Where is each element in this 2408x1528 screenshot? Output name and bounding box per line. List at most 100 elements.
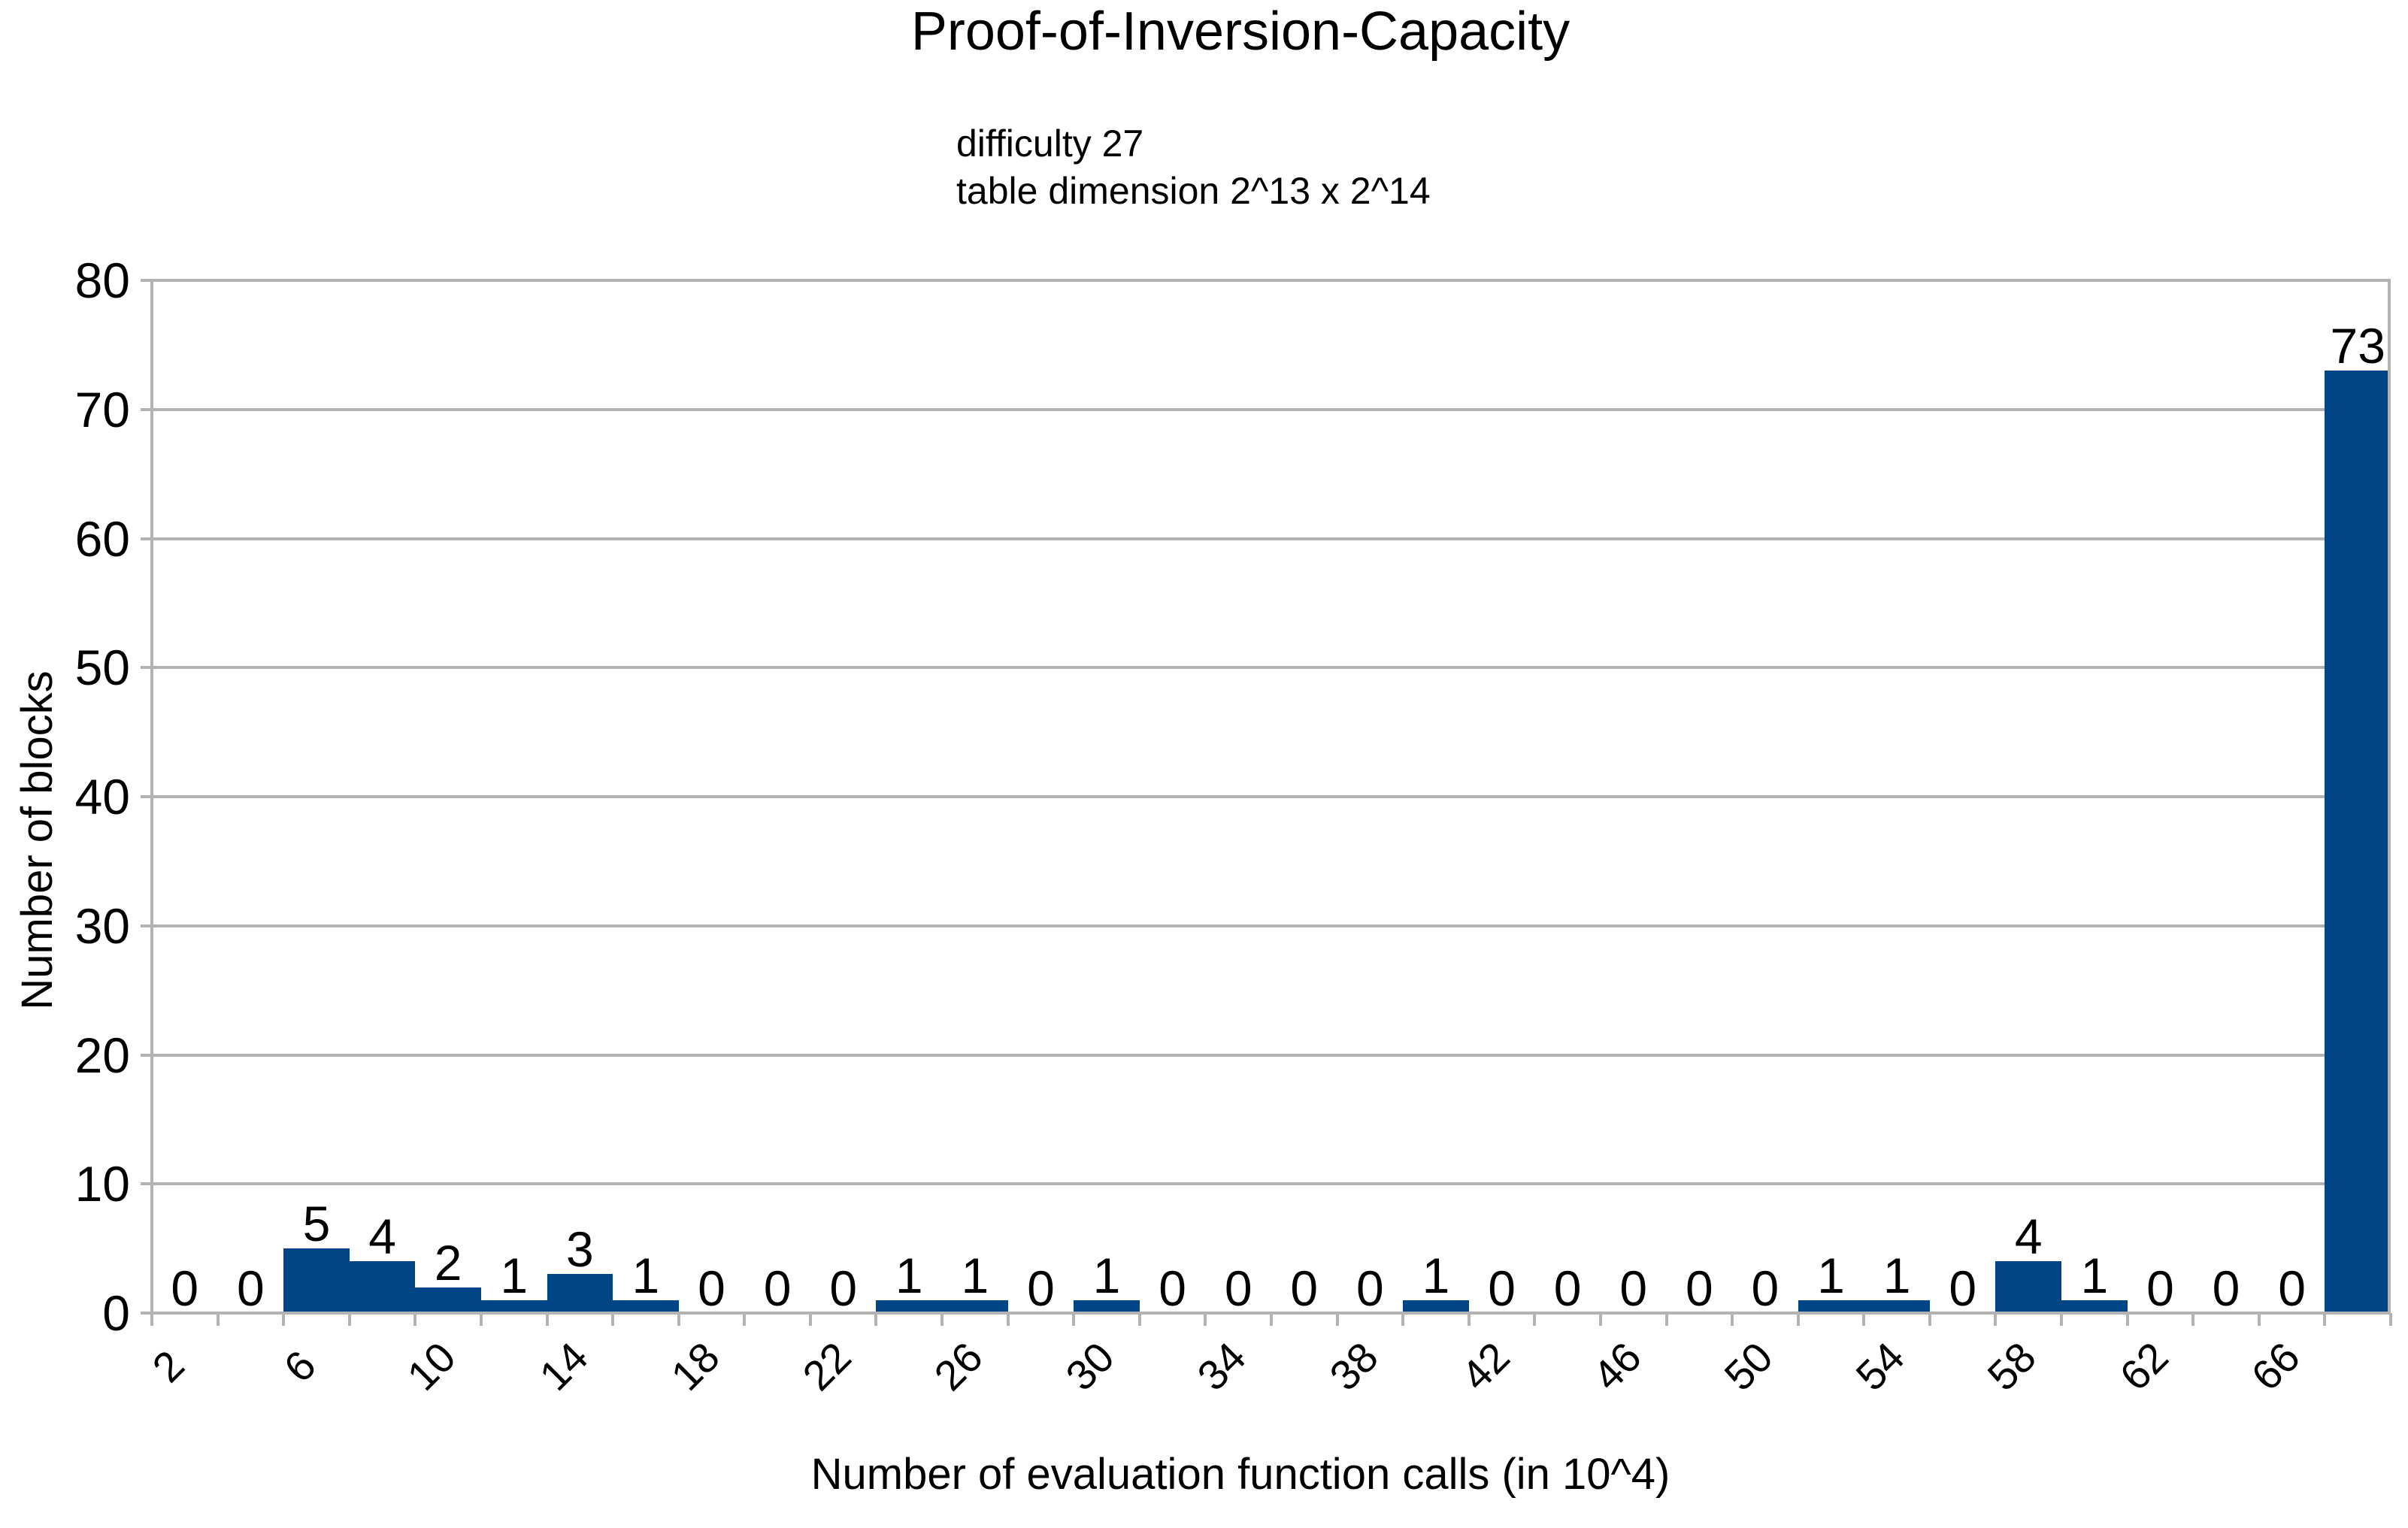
y-gridline bbox=[152, 407, 2391, 411]
x-tick-mark bbox=[150, 1313, 153, 1326]
bar-value-label: 0 bbox=[2146, 1260, 2174, 1316]
y-axis-line bbox=[150, 280, 153, 1325]
x-tick-label: 26 bbox=[925, 1333, 992, 1399]
x-tick-mark bbox=[874, 1313, 878, 1326]
bar bbox=[2325, 371, 2391, 1313]
bar-value-label: 5 bbox=[302, 1196, 331, 1252]
bar-value-label: 1 bbox=[2080, 1247, 2109, 1303]
bar-value-label: 0 bbox=[763, 1260, 792, 1316]
x-tick-mark bbox=[808, 1313, 812, 1326]
bar bbox=[1864, 1300, 1930, 1313]
x-tick-mark bbox=[413, 1313, 417, 1326]
bar bbox=[480, 1300, 547, 1313]
x-tick-label: 42 bbox=[1452, 1333, 1519, 1399]
x-tick-label: 34 bbox=[1188, 1333, 1255, 1399]
bar-value-label: 1 bbox=[632, 1247, 660, 1303]
bar-value-label: 0 bbox=[1356, 1260, 1384, 1316]
bar-value-label: 0 bbox=[1159, 1260, 1186, 1316]
bar-value-label: 0 bbox=[1751, 1260, 1779, 1316]
y-tick-mark bbox=[141, 1182, 153, 1186]
x-tick-mark bbox=[1072, 1313, 1076, 1326]
x-tick-mark bbox=[1270, 1313, 1273, 1326]
x-tick-label: 50 bbox=[1715, 1333, 1783, 1399]
bar-value-label: 0 bbox=[1027, 1260, 1055, 1316]
y-tick-mark bbox=[141, 666, 153, 670]
bar bbox=[349, 1261, 416, 1313]
y-tick-mark bbox=[141, 537, 153, 540]
x-tick-mark bbox=[677, 1313, 680, 1326]
bar-value-label: 0 bbox=[2212, 1260, 2240, 1316]
y-gridline bbox=[152, 279, 2391, 282]
x-tick-label: 6 bbox=[274, 1341, 326, 1391]
y-axis-title: Number of blocks bbox=[13, 670, 62, 1010]
bar bbox=[613, 1300, 679, 1313]
x-tick-mark bbox=[2389, 1313, 2392, 1326]
y-gridline bbox=[152, 1182, 2391, 1186]
bar-value-label: 0 bbox=[829, 1260, 858, 1316]
bar-value-label: 4 bbox=[2014, 1209, 2043, 1265]
y-tick-label: 20 bbox=[74, 1027, 130, 1083]
y-tick-label: 80 bbox=[74, 253, 130, 308]
bar bbox=[415, 1287, 481, 1313]
x-tick-mark bbox=[1862, 1313, 1866, 1326]
bar bbox=[1074, 1300, 1140, 1313]
bar-value-label: 0 bbox=[2278, 1260, 2306, 1316]
x-tick-mark bbox=[1467, 1313, 1471, 1326]
y-tick-mark bbox=[141, 1312, 153, 1315]
bar-value-label: 1 bbox=[1882, 1247, 1911, 1303]
y-gridline bbox=[152, 1053, 2391, 1057]
bar bbox=[547, 1274, 613, 1313]
x-tick-mark bbox=[1796, 1313, 1800, 1326]
x-tick-label: 58 bbox=[1978, 1333, 2046, 1399]
y-tick-label: 70 bbox=[74, 381, 130, 437]
bar-value-label: 0 bbox=[1949, 1260, 1977, 1316]
y-gridline bbox=[152, 924, 2391, 927]
bar-value-label: 73 bbox=[2330, 318, 2385, 374]
bar-value-label: 1 bbox=[1422, 1247, 1450, 1303]
bar-value-label: 0 bbox=[1553, 1260, 1582, 1316]
x-tick-label: 2 bbox=[143, 1341, 193, 1391]
x-tick-mark bbox=[2257, 1313, 2261, 1326]
x-axis-line bbox=[141, 1312, 2391, 1315]
x-axis-title: Number of evaluation function calls (in … bbox=[810, 1450, 1670, 1499]
x-tick-mark bbox=[1006, 1313, 1010, 1326]
x-tick-mark bbox=[1137, 1313, 1141, 1326]
x-tick-mark bbox=[2323, 1313, 2327, 1326]
y-tick-label: 10 bbox=[74, 1156, 130, 1212]
bar-value-label: 0 bbox=[237, 1260, 265, 1316]
y-tick-label: 0 bbox=[102, 1285, 130, 1341]
annotation-line-table-dimension: table dimension 2^13 x 2^14 bbox=[956, 170, 1431, 212]
y-tick-mark bbox=[141, 924, 153, 927]
x-tick-label: 10 bbox=[398, 1333, 465, 1399]
bar-value-label: 0 bbox=[698, 1260, 725, 1316]
bar-value-label: 0 bbox=[1619, 1260, 1648, 1316]
x-tick-mark bbox=[2060, 1313, 2064, 1326]
x-tick-mark bbox=[2191, 1313, 2195, 1326]
y-tick-label: 60 bbox=[74, 510, 130, 567]
bar bbox=[283, 1248, 350, 1313]
y-gridline bbox=[152, 537, 2391, 540]
x-tick-mark bbox=[1994, 1313, 1998, 1326]
x-tick-mark bbox=[940, 1313, 944, 1326]
bar-value-label: 1 bbox=[895, 1247, 923, 1303]
y-tick-label: 40 bbox=[74, 769, 130, 825]
bar-value-label: 3 bbox=[565, 1221, 594, 1278]
x-tick-label: 54 bbox=[1846, 1333, 1914, 1399]
x-tick-mark bbox=[743, 1313, 747, 1326]
x-tick-label: 38 bbox=[1319, 1333, 1387, 1399]
y-tick-mark bbox=[141, 795, 153, 798]
x-tick-mark bbox=[545, 1313, 549, 1326]
x-tick-mark bbox=[1533, 1313, 1537, 1326]
y-tick-label: 30 bbox=[74, 897, 130, 954]
x-tick-label: 18 bbox=[662, 1333, 728, 1399]
y-tick-mark bbox=[141, 407, 153, 411]
x-tick-label: 30 bbox=[1056, 1333, 1124, 1399]
x-tick-label: 46 bbox=[1583, 1333, 1650, 1399]
bar-value-label: 1 bbox=[500, 1247, 529, 1303]
bar-value-label: 0 bbox=[1488, 1260, 1516, 1316]
x-tick-mark bbox=[347, 1313, 351, 1326]
bar bbox=[942, 1300, 1008, 1313]
x-tick-mark bbox=[1928, 1313, 1931, 1326]
x-tick-label: 62 bbox=[2110, 1333, 2177, 1399]
